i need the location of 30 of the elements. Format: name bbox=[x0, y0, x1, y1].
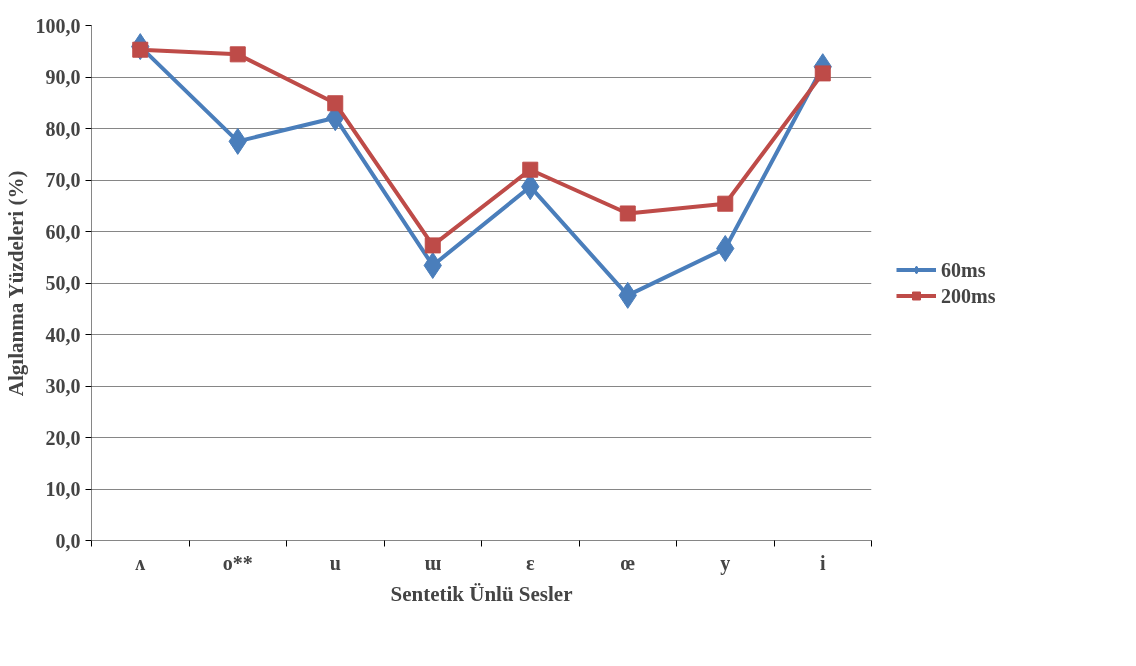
y-tick-label: 50,0 bbox=[45, 272, 81, 294]
legend-label: 200ms bbox=[941, 284, 996, 307]
x-tick-label: ɯ bbox=[424, 551, 442, 574]
legend-label: 60ms bbox=[941, 258, 986, 281]
point bbox=[717, 195, 734, 212]
x-tick-label: o** bbox=[222, 551, 253, 574]
point bbox=[327, 95, 344, 112]
x-tick-label: i bbox=[819, 551, 826, 574]
y-tick-label: 30,0 bbox=[45, 375, 81, 397]
y-axis-title: Algılanma Yüzdeleri (%) bbox=[3, 170, 28, 397]
point bbox=[229, 46, 246, 63]
point bbox=[619, 205, 636, 222]
x-tick-label: y bbox=[720, 551, 731, 575]
x-tick-label: ʌ bbox=[135, 551, 146, 574]
point bbox=[522, 161, 539, 178]
x-axis-title: Sentetik Ünlü Sesler bbox=[390, 581, 573, 606]
x-tick-label: ɛ bbox=[525, 551, 535, 574]
y-tick-label: 90,0 bbox=[45, 66, 81, 88]
x-tick-label: œ bbox=[620, 551, 635, 574]
y-tick-label: 10,0 bbox=[45, 478, 81, 500]
y-tick-label: 60,0 bbox=[45, 220, 81, 243]
y-tick-label: 80,0 bbox=[45, 117, 81, 140]
y-tick-label: 40,0 bbox=[45, 323, 81, 346]
y-tick-label: 0,0 bbox=[55, 529, 81, 552]
y-tick-label: 20,0 bbox=[45, 426, 81, 449]
point bbox=[814, 65, 831, 82]
y-tick-label: 70,0 bbox=[45, 169, 81, 191]
x-tick-label: u bbox=[329, 551, 341, 574]
point bbox=[424, 237, 441, 254]
y-tick-label: 100,0 bbox=[35, 14, 81, 37]
